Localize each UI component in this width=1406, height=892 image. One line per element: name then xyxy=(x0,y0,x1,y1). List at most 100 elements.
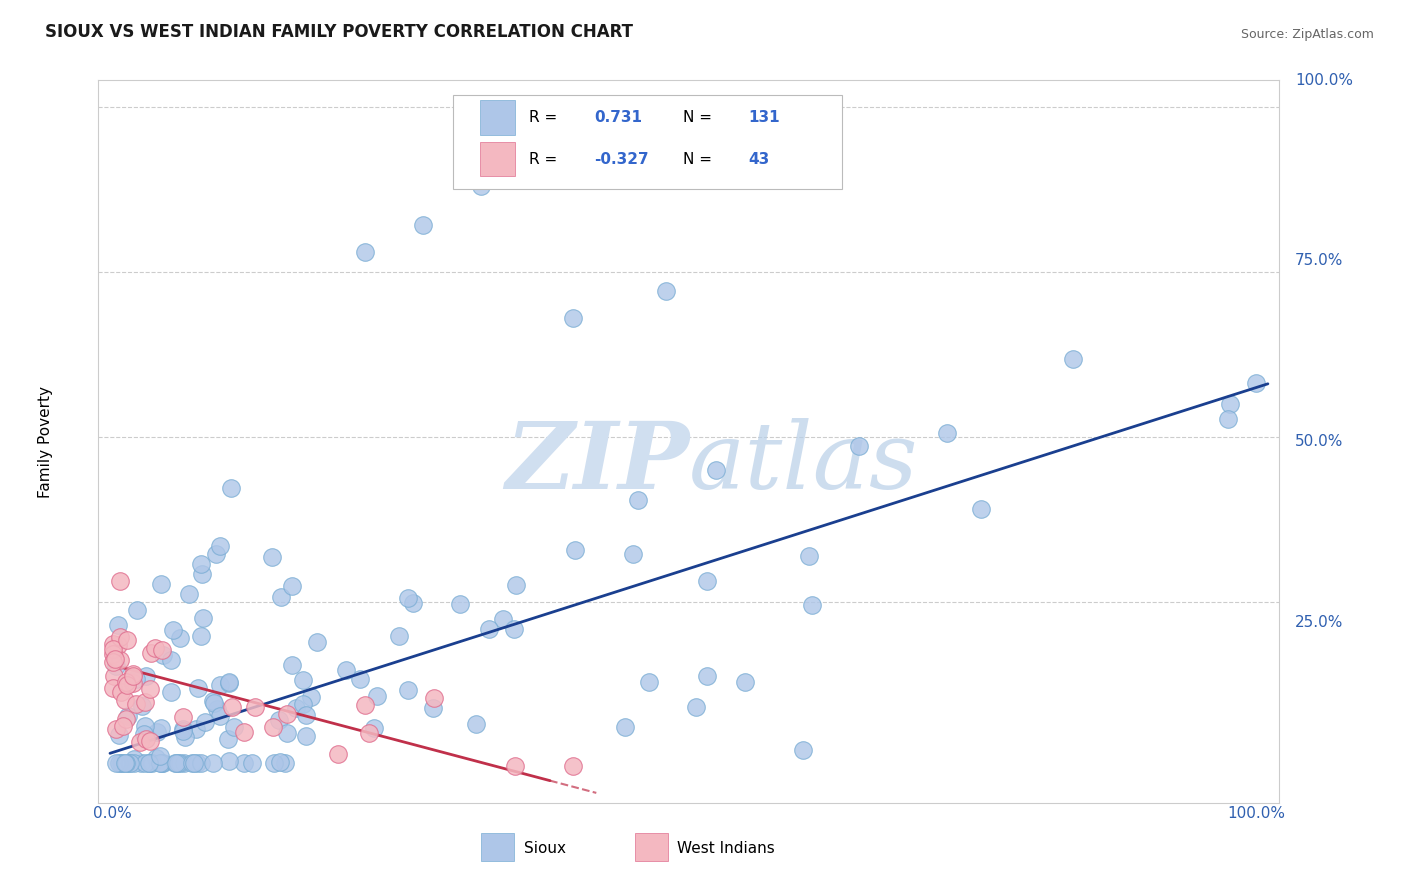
Point xyxy=(134,695,156,709)
Point xyxy=(696,668,718,682)
Point xyxy=(112,719,135,733)
Text: 25.0%: 25.0% xyxy=(1295,615,1343,630)
Point xyxy=(349,672,371,686)
Point xyxy=(281,658,304,673)
Point xyxy=(262,720,284,734)
Text: 0.0%: 0.0% xyxy=(93,806,131,822)
Point xyxy=(149,748,172,763)
Point xyxy=(274,756,297,771)
Point xyxy=(103,647,125,661)
Point xyxy=(118,756,141,771)
Point xyxy=(209,708,232,723)
Point xyxy=(115,756,138,771)
Point xyxy=(363,721,385,735)
Point xyxy=(209,678,232,692)
Point xyxy=(621,547,644,561)
Point xyxy=(240,756,263,771)
Point xyxy=(183,756,205,771)
Point xyxy=(217,732,239,747)
Point xyxy=(104,756,127,771)
Point xyxy=(614,720,637,734)
Point xyxy=(134,756,156,771)
Point xyxy=(172,710,194,724)
Point xyxy=(285,700,308,714)
Point xyxy=(108,574,131,588)
Point xyxy=(122,752,145,766)
Point xyxy=(174,730,197,744)
Text: 0.731: 0.731 xyxy=(595,110,643,125)
Point xyxy=(209,539,232,553)
Point xyxy=(276,726,298,740)
Point xyxy=(205,702,228,716)
Point xyxy=(970,502,993,516)
Text: 131: 131 xyxy=(748,110,779,125)
Text: N =: N = xyxy=(683,110,711,125)
Point xyxy=(104,659,127,673)
Point xyxy=(503,759,526,773)
Point xyxy=(132,727,155,741)
Point xyxy=(180,756,202,771)
Point xyxy=(218,676,240,690)
Point xyxy=(159,685,181,699)
Point xyxy=(187,681,209,695)
Point xyxy=(219,481,242,495)
Point xyxy=(141,756,163,771)
Point xyxy=(470,178,492,193)
Text: 75.0%: 75.0% xyxy=(1295,253,1343,268)
Text: N =: N = xyxy=(683,152,711,167)
Point xyxy=(222,720,245,734)
Point xyxy=(114,693,136,707)
Point xyxy=(269,755,291,769)
Point xyxy=(177,586,200,600)
Point xyxy=(163,756,186,771)
Point xyxy=(478,622,501,636)
Point xyxy=(205,547,228,561)
Point xyxy=(295,729,318,743)
Point xyxy=(201,694,224,708)
Point xyxy=(134,719,156,733)
Point xyxy=(792,742,814,756)
Point xyxy=(117,709,139,723)
Point xyxy=(655,285,678,299)
Point xyxy=(115,675,138,690)
Point xyxy=(801,598,824,612)
Point xyxy=(505,578,527,592)
Point xyxy=(218,754,240,768)
Point xyxy=(190,629,212,643)
Point xyxy=(704,463,727,477)
Point xyxy=(150,577,173,591)
Point xyxy=(233,724,256,739)
Point xyxy=(125,697,148,711)
Point xyxy=(232,756,254,771)
Point xyxy=(388,629,411,643)
Text: 50.0%: 50.0% xyxy=(1295,434,1343,449)
Text: -0.327: -0.327 xyxy=(595,152,650,167)
Point xyxy=(162,623,184,637)
Point xyxy=(103,637,125,651)
FancyBboxPatch shape xyxy=(479,100,516,135)
Point xyxy=(172,723,194,738)
Point xyxy=(125,672,148,686)
Point xyxy=(685,700,707,714)
Point xyxy=(129,756,152,771)
Point xyxy=(104,722,127,736)
Point xyxy=(160,653,183,667)
FancyBboxPatch shape xyxy=(481,833,515,861)
Point xyxy=(243,699,266,714)
Point xyxy=(184,722,207,736)
FancyBboxPatch shape xyxy=(479,142,516,177)
Point xyxy=(270,591,292,605)
Point xyxy=(139,733,162,747)
Point xyxy=(108,630,131,644)
Point xyxy=(353,244,375,259)
Point xyxy=(107,638,129,652)
Text: 100.0%: 100.0% xyxy=(1295,73,1353,87)
Point xyxy=(353,698,375,713)
Point xyxy=(104,651,127,665)
Point xyxy=(449,597,471,611)
Point xyxy=(276,707,298,722)
Point xyxy=(121,667,143,681)
Point xyxy=(103,681,125,696)
Point xyxy=(108,756,131,771)
Point xyxy=(110,685,132,699)
